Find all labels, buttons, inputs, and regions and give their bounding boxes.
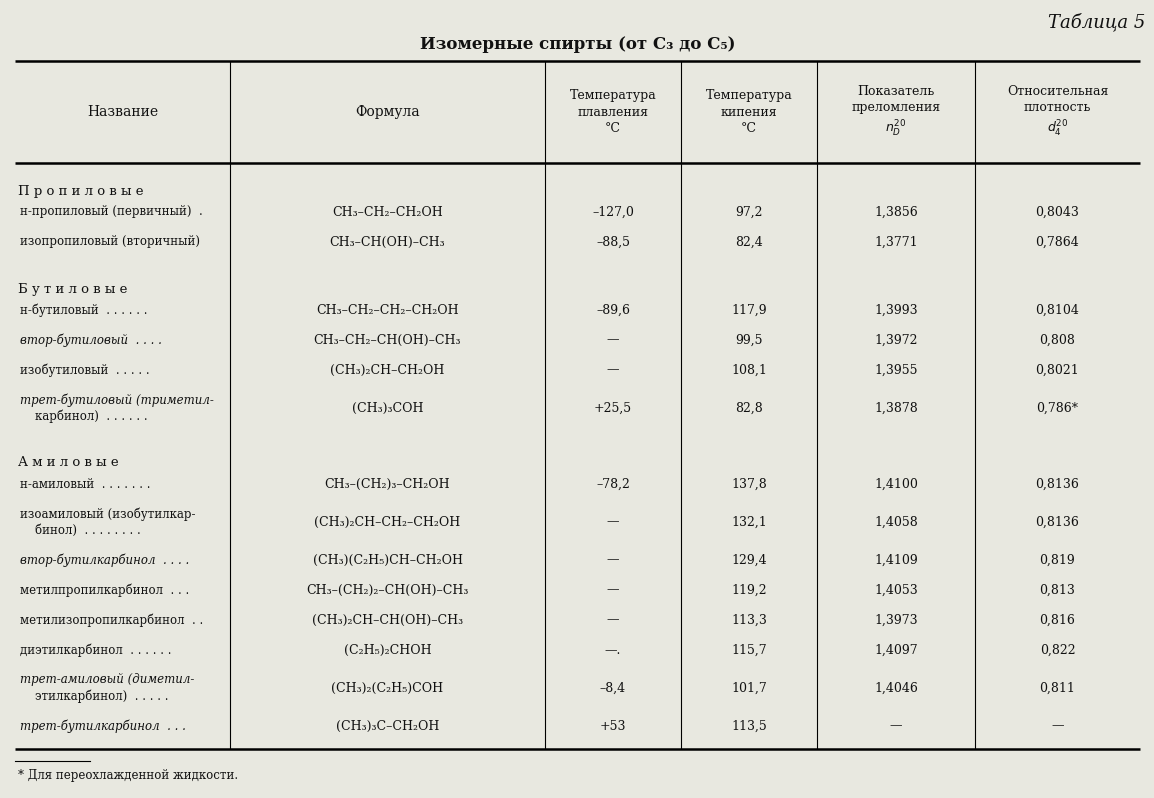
Text: 115,7: 115,7 [732,643,766,657]
Text: (CH₃)₂CH–CH₂–CH₂OH: (CH₃)₂CH–CH₂–CH₂OH [314,516,460,528]
Text: —: — [607,554,620,567]
Text: —: — [607,516,620,528]
Text: CH₃–(CH₂)₃–CH₂OH: CH₃–(CH₂)₃–CH₂OH [324,477,450,491]
Text: 113,3: 113,3 [732,614,767,626]
Text: Показатель
преломления
$n^{20}_D$: Показатель преломления $n^{20}_D$ [852,85,941,139]
Text: этилкарбинол)  . . . . .: этилкарбинол) . . . . . [20,689,168,703]
Text: (CH₃)₂(C₂H₅)COH: (CH₃)₂(C₂H₅)COH [331,681,443,694]
Text: Относительная
плотность
$d^{20}_4$: Относительная плотность $d^{20}_4$ [1006,85,1108,139]
Text: 129,4: 129,4 [732,554,766,567]
Text: —: — [1051,720,1064,733]
Text: Изомерные спирты (от C₃ до C₅): Изомерные спирты (от C₃ до C₅) [420,36,735,53]
Text: 1,4053: 1,4053 [874,583,917,596]
Text: 0,786*: 0,786* [1036,401,1079,414]
Text: 1,4097: 1,4097 [875,643,917,657]
Text: 108,1: 108,1 [732,364,767,377]
Text: CH₃–CH₂–CH₂–CH₂OH: CH₃–CH₂–CH₂–CH₂OH [316,303,459,317]
Text: втор-бутиловый  . . . .: втор-бутиловый . . . . [20,334,162,347]
Text: —: — [607,334,620,346]
Text: 0,808: 0,808 [1040,334,1076,346]
Text: Название: Название [87,105,158,119]
Text: изопропиловый (вторичный): изопропиловый (вторичный) [20,235,200,248]
Text: 113,5: 113,5 [732,720,767,733]
Text: Температура
кипения
°С: Температура кипения °С [705,89,793,135]
Text: А м и л о в ы е: А м и л о в ы е [18,456,119,469]
Text: н-пропиловый (первичный)  .: н-пропиловый (первичный) . [20,206,203,219]
Text: +53: +53 [600,720,627,733]
Text: карбинол)  . . . . . .: карбинол) . . . . . . [20,409,148,423]
Text: Б у т и л о в ы е: Б у т и л о в ы е [18,282,127,295]
Text: 0,819: 0,819 [1040,554,1076,567]
Text: 82,4: 82,4 [735,235,763,248]
Text: 137,8: 137,8 [732,477,767,491]
Text: (CH₃)₂CH–CH(OH)–CH₃: (CH₃)₂CH–CH(OH)–CH₃ [312,614,463,626]
Text: 1,3955: 1,3955 [875,364,917,377]
Text: +25,5: +25,5 [594,401,632,414]
Text: * Для переохлажденной жидкости.: * Для переохлажденной жидкости. [18,769,238,782]
Text: Формула: Формула [355,105,420,119]
Text: метилпропилкарбинол  . . .: метилпропилкарбинол . . . [20,583,189,597]
Text: —: — [607,364,620,377]
Text: трет-бутиловый (триметил-: трет-бутиловый (триметил- [20,393,213,407]
Text: CH₃–CH₂–CH₂OH: CH₃–CH₂–CH₂OH [332,206,443,219]
Text: н-бутиловый  . . . . . .: н-бутиловый . . . . . . [20,303,148,317]
Text: —: — [607,583,620,596]
Text: –88,5: –88,5 [595,235,630,248]
Text: 0,8104: 0,8104 [1035,303,1079,317]
Text: 0,8136: 0,8136 [1035,516,1079,528]
Text: 0,8043: 0,8043 [1035,206,1079,219]
Text: 0,811: 0,811 [1040,681,1076,694]
Text: трет-амиловый (диметил-: трет-амиловый (диметил- [20,674,194,686]
Text: 1,4109: 1,4109 [874,554,917,567]
Text: Температура
плавления
°С: Температура плавления °С [570,89,657,135]
Text: Таблица 5: Таблица 5 [1048,13,1145,32]
Text: 1,3856: 1,3856 [874,206,917,219]
Text: 82,8: 82,8 [735,401,763,414]
Text: 1,4046: 1,4046 [874,681,917,694]
Text: –78,2: –78,2 [597,477,630,491]
Text: 0,8136: 0,8136 [1035,477,1079,491]
Text: 0,8021: 0,8021 [1035,364,1079,377]
Text: втор-бутилкарбинол  . . . .: втор-бутилкарбинол . . . . [20,553,189,567]
Text: 0,7864: 0,7864 [1035,235,1079,248]
Text: —.: —. [605,643,621,657]
Text: 101,7: 101,7 [732,681,767,694]
Text: 1,3973: 1,3973 [875,614,917,626]
Text: CH₃–CH(OH)–CH₃: CH₃–CH(OH)–CH₃ [330,235,445,248]
Text: 97,2: 97,2 [735,206,763,219]
Text: (C₂H₅)₂CHOH: (C₂H₅)₂CHOH [344,643,432,657]
Text: (CH₃)₃C–CH₂OH: (CH₃)₃C–CH₂OH [336,720,440,733]
Text: изоамиловый (изобутилкар-: изоамиловый (изобутилкар- [20,508,195,521]
Text: 117,9: 117,9 [732,303,766,317]
Text: П р о п и л о в ы е: П р о п и л о в ы е [18,184,143,197]
Text: —: — [607,614,620,626]
Text: 0,813: 0,813 [1040,583,1076,596]
Text: –89,6: –89,6 [595,303,630,317]
Text: —: — [890,720,902,733]
Text: 1,4058: 1,4058 [874,516,917,528]
Text: –127,0: –127,0 [592,206,634,219]
Text: CH₃–CH₂–CH(OH)–CH₃: CH₃–CH₂–CH(OH)–CH₃ [314,334,462,346]
Text: 1,4100: 1,4100 [874,477,917,491]
Text: 99,5: 99,5 [735,334,763,346]
Text: 1,3993: 1,3993 [875,303,917,317]
Text: 0,822: 0,822 [1040,643,1076,657]
Text: 1,3878: 1,3878 [874,401,917,414]
Text: н-амиловый  . . . . . . .: н-амиловый . . . . . . . [20,477,150,491]
Text: диэтилкарбинол  . . . . . .: диэтилкарбинол . . . . . . [20,643,172,657]
Text: CH₃–(CH₂)₂–CH(OH)–CH₃: CH₃–(CH₂)₂–CH(OH)–CH₃ [306,583,469,596]
Text: 119,2: 119,2 [732,583,766,596]
Text: изобутиловый  . . . . .: изобутиловый . . . . . [20,363,150,377]
Text: 1,3972: 1,3972 [875,334,917,346]
Text: (CH₃)(C₂H₅)CH–CH₂OH: (CH₃)(C₂H₅)CH–CH₂OH [313,554,463,567]
Text: (CH₃)₃COH: (CH₃)₃COH [352,401,424,414]
Text: (CH₃)₂CH–CH₂OH: (CH₃)₂CH–CH₂OH [330,364,444,377]
Text: 132,1: 132,1 [732,516,767,528]
Text: –8,4: –8,4 [600,681,627,694]
Text: трет-бутилкарбинол  . . .: трет-бутилкарбинол . . . [20,719,186,733]
Text: 1,3771: 1,3771 [875,235,917,248]
Text: метилизопропилкарбинол  . .: метилизопропилкарбинол . . [20,613,203,626]
Text: 0,816: 0,816 [1040,614,1076,626]
Text: бинол)  . . . . . . . .: бинол) . . . . . . . . [20,523,141,536]
